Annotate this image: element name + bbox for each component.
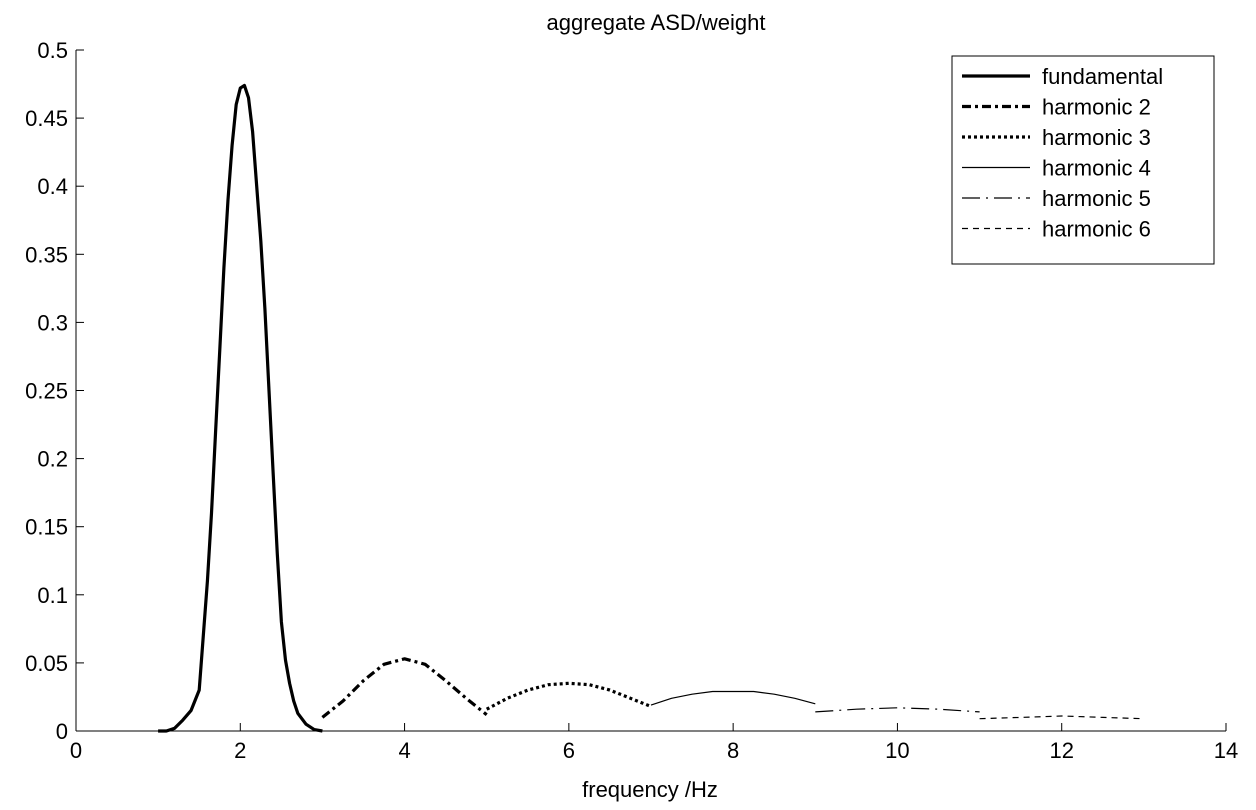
- x-tick-label: 10: [885, 738, 909, 763]
- series-group: [158, 83, 1144, 733]
- x-tick-label: 12: [1049, 738, 1073, 763]
- axes: 0 2 4 6 8 10 12 14 0 0.05 0.1 0.15 0.2 0.25 0.3 0.35 0.4…: [25, 38, 1238, 763]
- series-line-1: [158, 83, 323, 733]
- y-tick-label: 0: [56, 719, 68, 744]
- y-tick-label: 0.25: [25, 379, 68, 404]
- series-line-4: [650, 690, 816, 706]
- x-tick-label: 8: [727, 738, 739, 763]
- y-tick-label: 0.1: [37, 583, 68, 608]
- series-line-2: [321, 657, 488, 719]
- x-tick-label: 14: [1214, 738, 1238, 763]
- legend-label: harmonic 2: [1042, 95, 1151, 120]
- legend-label: harmonic 3: [1042, 125, 1151, 150]
- legend-label: fundamental: [1042, 64, 1163, 89]
- y-tick-label: 0.35: [25, 242, 68, 267]
- legend-label: harmonic 6: [1042, 217, 1151, 242]
- legend-label: harmonic 5: [1042, 186, 1151, 211]
- legend: fundamental harmonic 2 harmonic 3 harmonic …: [951, 55, 1215, 265]
- y-tick-label: 0.45: [25, 106, 68, 131]
- series-line-6: [979, 715, 1144, 720]
- series-line-3: [485, 681, 652, 711]
- y-tick-label: 0.2: [37, 447, 68, 472]
- y-tick-label: 0.4: [37, 174, 68, 199]
- y-tick-label: 0.15: [25, 515, 68, 540]
- x-tick-label: 0: [70, 738, 82, 763]
- x-tick-label: 6: [563, 738, 575, 763]
- series-line-5: [815, 707, 980, 713]
- legend-label: harmonic 4: [1042, 156, 1151, 181]
- y-tick-label: 0.3: [37, 310, 68, 335]
- legend-box: [951, 55, 1215, 265]
- x-tick-label: 4: [398, 738, 410, 763]
- x-axis-label: frequency /Hz: [582, 777, 718, 802]
- y-tick-label: 0.5: [37, 38, 68, 63]
- x-tick-label: 2: [234, 738, 246, 763]
- y-tick-label: 0.05: [25, 651, 68, 676]
- chart-title: aggregate ASD/weight: [547, 10, 766, 35]
